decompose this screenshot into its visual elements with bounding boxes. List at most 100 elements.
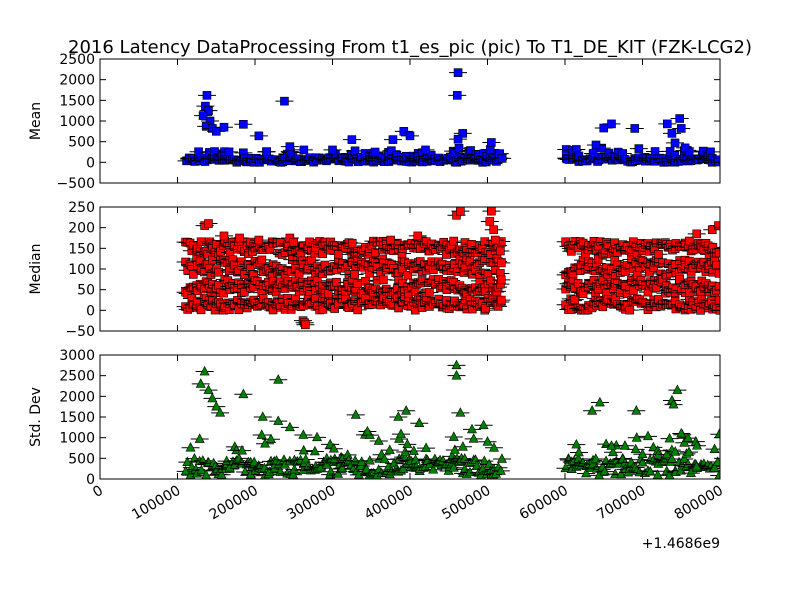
median-point [353, 278, 363, 288]
stddev-point [581, 467, 592, 478]
mean-outlier [280, 96, 289, 106]
mean-outlier [680, 143, 690, 153]
stddev-outlier [238, 388, 249, 399]
stddev-point [631, 432, 642, 442]
stddev-point [630, 443, 641, 454]
y-tick-label: 0 [86, 303, 95, 319]
stddev-outlier [672, 384, 683, 394]
stddev-point [464, 466, 475, 477]
median-outlier [487, 207, 496, 216]
median-panel: −50 0 50 100 150 200 250 Median [28, 200, 721, 340]
median-point [214, 267, 224, 277]
median-outlier [714, 221, 720, 230]
median-point [675, 275, 684, 284]
median-point [257, 255, 267, 265]
stddev-point [185, 442, 196, 452]
median-outlier [485, 217, 495, 226]
median-outlier [204, 219, 213, 228]
mean-outlier [239, 120, 248, 129]
stddev-point [288, 469, 299, 479]
stddev-outlier [393, 411, 404, 421]
median-point [685, 236, 694, 246]
mean-outlier [421, 145, 430, 155]
median-point [350, 270, 359, 279]
stddev-point [321, 459, 332, 469]
median-point [714, 248, 720, 258]
stddev-point [670, 446, 681, 456]
median-outlier [254, 235, 264, 245]
stddev-point [709, 462, 720, 472]
median-point [347, 238, 357, 248]
y-tick-label: 150 [68, 241, 95, 257]
mean-outlier [388, 135, 398, 144]
mean-outlier [667, 129, 677, 138]
stddev-point [379, 453, 390, 464]
stddev-outlier [482, 436, 493, 446]
mean-outlier [370, 147, 380, 157]
stddev-point [309, 445, 320, 456]
median-outlier [456, 207, 465, 216]
stddev-outlier [215, 407, 226, 417]
mean-point [454, 143, 464, 153]
stddev-point [298, 429, 309, 439]
mean-outlier [399, 127, 409, 136]
y-tick-label: 500 [68, 451, 95, 467]
stddev-outlier [401, 405, 412, 415]
median-point [593, 254, 603, 264]
mean-point [387, 146, 396, 156]
median-point [196, 305, 206, 315]
x-axis-ticks: 0 100000 200000 300000 400000 500000 600000 700… [90, 483, 726, 524]
mean-outlier [452, 91, 462, 100]
stddev-point [312, 431, 323, 442]
median-point [712, 260, 720, 270]
median-outlier [235, 233, 244, 243]
stddev-point [325, 466, 336, 476]
stddev-outlier [455, 407, 466, 417]
stddev-point [449, 444, 460, 454]
stddev-point [421, 442, 432, 452]
stddev-point [477, 463, 488, 474]
stddev-point [571, 438, 582, 449]
mean-outlier [591, 140, 601, 150]
stddev-point [373, 435, 384, 445]
mean-outlier [670, 138, 680, 148]
mean-panel: −500 0 500 1000 1500 2000 2500 Mean [28, 52, 721, 192]
stddev-outlier [594, 396, 605, 407]
stddev-point [289, 463, 300, 474]
y-tick-label: 250 [68, 200, 95, 216]
mean-outlier [676, 124, 686, 133]
y-tick-label: 2500 [59, 369, 95, 385]
stddev-point [664, 432, 675, 443]
stddev-point [619, 440, 630, 450]
mean-outlier [487, 138, 496, 147]
median-point [379, 275, 388, 285]
median-point [497, 295, 506, 305]
stddev-point [256, 429, 267, 439]
stddev-point [428, 464, 439, 474]
y-tick-label: 0 [86, 155, 95, 171]
mean-outlier [453, 68, 463, 77]
stddev-point [573, 446, 584, 457]
stddev-point [384, 444, 395, 454]
x-tick-label: 200000 [207, 483, 261, 524]
median-point [714, 295, 720, 305]
median-point [714, 282, 720, 291]
median-outlier [289, 237, 299, 247]
stddev-point [194, 433, 205, 443]
stddev-outlier [691, 460, 702, 471]
stddev-outlier [257, 411, 268, 421]
stddev-panel: 0 500 1000 1500 2000 2500 3000 Std. Dev [28, 348, 721, 488]
y-tick-label: 500 [68, 135, 95, 151]
mean-point [350, 146, 360, 156]
x-offset-label: +1.4686e9 [642, 536, 720, 552]
mean-outlier [198, 111, 208, 120]
x-tick-label: 300000 [284, 483, 338, 524]
stddev-outlier [637, 448, 648, 459]
median-point [449, 236, 458, 246]
median-outlier [219, 231, 229, 241]
stddev-point [590, 453, 601, 463]
stddev-outlier [207, 392, 218, 403]
median-point [625, 305, 635, 315]
median-point [425, 288, 434, 297]
stddev-point [448, 431, 459, 441]
